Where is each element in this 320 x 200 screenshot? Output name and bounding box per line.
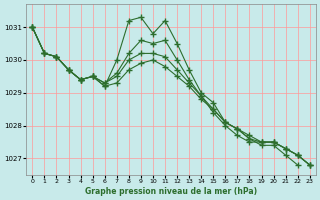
X-axis label: Graphe pression niveau de la mer (hPa): Graphe pression niveau de la mer (hPa) [85, 187, 257, 196]
